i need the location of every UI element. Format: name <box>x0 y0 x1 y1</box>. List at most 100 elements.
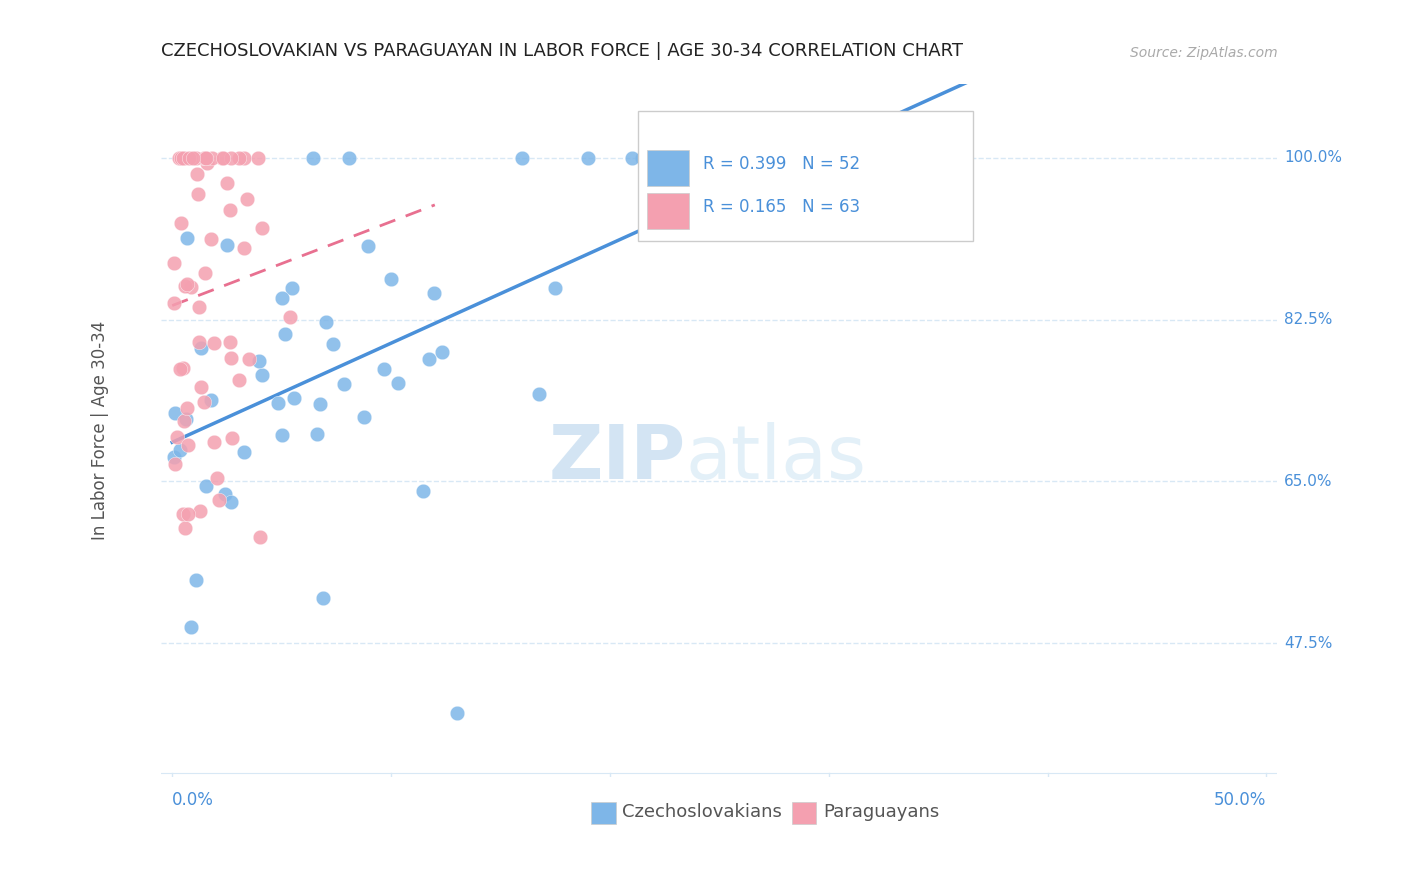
Point <box>195 156 218 170</box>
Point <box>512 151 534 165</box>
Point <box>219 335 242 350</box>
Point <box>221 151 243 165</box>
Point <box>186 167 208 181</box>
Point <box>278 310 301 324</box>
Point <box>576 151 599 165</box>
Point <box>202 434 225 449</box>
Point <box>281 281 304 295</box>
Point <box>333 377 356 392</box>
Point <box>308 397 330 411</box>
Text: 50.0%: 50.0% <box>1213 791 1267 809</box>
Point <box>176 507 198 521</box>
Point <box>357 239 380 253</box>
Point <box>184 574 207 588</box>
Point <box>173 521 195 535</box>
Point <box>167 151 190 165</box>
Point <box>165 406 187 420</box>
Text: atlas: atlas <box>686 422 868 495</box>
Point <box>228 151 250 165</box>
Point <box>172 507 194 521</box>
Point <box>412 483 434 498</box>
Point <box>190 380 212 394</box>
FancyBboxPatch shape <box>792 802 817 824</box>
Point <box>207 492 229 507</box>
Point <box>620 151 643 165</box>
Point <box>527 386 550 401</box>
FancyBboxPatch shape <box>647 150 689 186</box>
Point <box>274 327 297 342</box>
Point <box>172 361 194 376</box>
Point <box>190 504 212 518</box>
Point <box>195 479 218 493</box>
Text: ZIP: ZIP <box>548 422 686 495</box>
Point <box>423 285 446 300</box>
Point <box>204 335 226 350</box>
Point <box>184 151 207 165</box>
Point <box>193 394 215 409</box>
Text: 47.5%: 47.5% <box>1284 636 1333 651</box>
Point <box>176 277 198 291</box>
Text: Czechoslovakians: Czechoslovakians <box>623 803 782 822</box>
Point <box>194 151 217 165</box>
Point <box>544 281 567 295</box>
Text: CZECHOSLOVAKIAN VS PARAGUAYAN IN LABOR FORCE | AGE 30-34 CORRELATION CHART: CZECHOSLOVAKIAN VS PARAGUAYAN IN LABOR F… <box>162 42 963 60</box>
Point <box>267 396 290 410</box>
Point <box>221 431 243 445</box>
Text: 100.0%: 100.0% <box>1284 150 1341 165</box>
FancyBboxPatch shape <box>647 193 689 228</box>
Point <box>271 291 294 305</box>
Point <box>283 392 305 406</box>
Point <box>219 495 242 509</box>
Point <box>232 445 254 459</box>
Point <box>214 487 236 501</box>
Point <box>312 591 335 605</box>
Point <box>307 427 329 442</box>
FancyBboxPatch shape <box>591 802 616 824</box>
Point <box>163 457 186 471</box>
Text: 82.5%: 82.5% <box>1284 312 1333 327</box>
Point <box>169 361 191 376</box>
Point <box>215 176 238 190</box>
Point <box>163 296 186 310</box>
Text: 65.0%: 65.0% <box>1284 474 1333 489</box>
Point <box>163 450 186 464</box>
Point <box>271 428 294 442</box>
Point <box>190 341 212 355</box>
Point <box>173 151 195 165</box>
Point <box>200 232 222 246</box>
Text: Paraguayans: Paraguayans <box>823 803 939 822</box>
Point <box>250 220 273 235</box>
Point <box>176 412 198 426</box>
Point <box>302 151 325 165</box>
Point <box>247 151 270 165</box>
Point <box>380 272 402 286</box>
Point <box>233 241 256 255</box>
Point <box>163 256 186 270</box>
Point <box>193 151 215 165</box>
Point <box>233 151 256 165</box>
Point <box>170 216 193 230</box>
Point <box>387 376 409 390</box>
Point <box>187 187 209 202</box>
Text: 0.0%: 0.0% <box>172 791 214 809</box>
Point <box>322 337 344 351</box>
Point <box>212 151 235 165</box>
Point <box>631 151 654 165</box>
Point <box>194 266 217 280</box>
Point <box>249 530 271 544</box>
Text: R = 0.165   N = 63: R = 0.165 N = 63 <box>703 198 859 216</box>
Point <box>187 300 209 314</box>
FancyBboxPatch shape <box>638 111 973 241</box>
Point <box>205 471 228 485</box>
Point <box>446 706 468 720</box>
Text: In Labor Force | Age 30-34: In Labor Force | Age 30-34 <box>91 321 108 541</box>
Point <box>179 151 201 165</box>
Point <box>173 279 195 293</box>
Point <box>353 409 375 424</box>
Point <box>418 351 440 366</box>
Point <box>166 430 188 444</box>
Point <box>432 344 454 359</box>
Point <box>247 354 270 368</box>
Point <box>315 315 337 329</box>
Point <box>215 238 238 252</box>
